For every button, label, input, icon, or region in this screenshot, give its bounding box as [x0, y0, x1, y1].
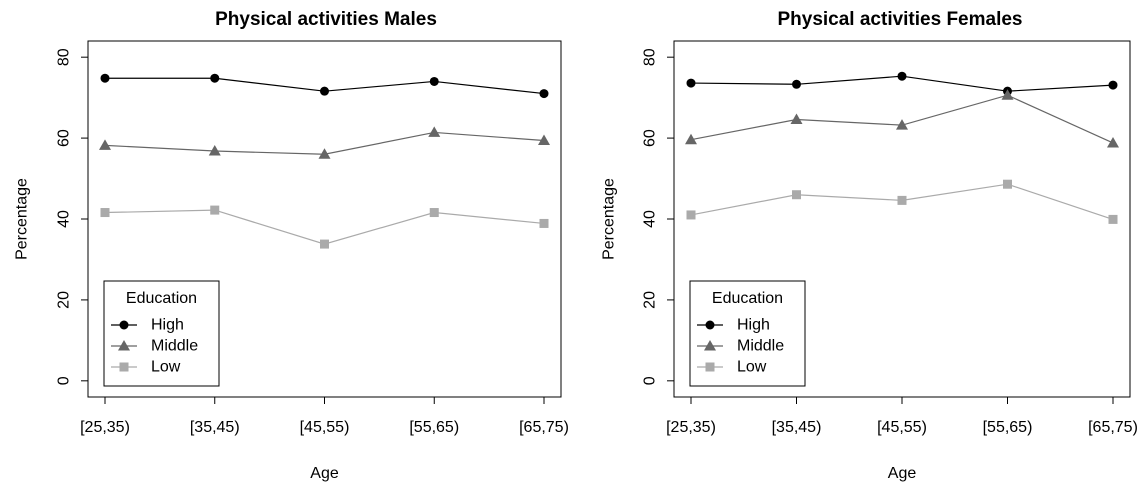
x-tick-label: [45,55)	[877, 419, 927, 436]
x-tick-label: [55,65)	[409, 419, 459, 436]
y-tick-label: 40	[56, 210, 73, 228]
legend-item-middle: Middle	[111, 338, 198, 355]
data-point	[99, 139, 111, 150]
data-point	[1001, 89, 1014, 100]
chart-title: Physical activities Males	[215, 9, 437, 30]
data-point	[685, 133, 697, 145]
legend-swatch-marker	[119, 320, 129, 330]
legend-swatch-marker	[705, 362, 715, 372]
y-tick-label: 80	[56, 48, 73, 66]
y-tick-label: 0	[56, 376, 73, 385]
data-point	[896, 119, 908, 130]
x-tick-label: [35,45)	[190, 419, 240, 436]
legend-item-low: Low	[111, 359, 181, 376]
data-point	[792, 190, 801, 200]
legend-item-high: High	[111, 317, 184, 334]
y-tick-label: 20	[642, 291, 659, 309]
legend-label: Middle	[151, 338, 198, 355]
y-axis-label: Percentage	[14, 178, 31, 260]
x-tick-label: [25,35)	[80, 419, 130, 436]
legend-label: Middle	[737, 338, 784, 355]
data-point	[429, 208, 439, 218]
series-low	[686, 179, 1118, 224]
data-point	[538, 134, 550, 146]
data-point	[792, 79, 801, 89]
y-tick-label: 60	[56, 129, 73, 147]
data-point	[318, 148, 331, 159]
legend-item-middle: Middle	[697, 338, 784, 355]
data-point	[790, 113, 803, 124]
data-point	[100, 208, 110, 218]
chart-panel-2: Physical activities Females 0 20 40 60 80 Perc…	[601, 9, 1138, 482]
data-point	[428, 126, 441, 137]
data-point	[1107, 136, 1119, 148]
y-tick-label: 0	[642, 376, 659, 385]
legend-title: Education	[712, 290, 783, 307]
legend-swatch-marker	[119, 362, 129, 372]
data-point	[1003, 179, 1012, 189]
chart-panel-1: Physical activities Males 0 20 40 60 80 Percen…	[14, 9, 569, 482]
data-point	[897, 195, 907, 205]
data-point	[1108, 80, 1118, 90]
y-tick-label: 20	[56, 291, 73, 309]
y-tick-label: 60	[642, 129, 659, 147]
x-tick-label: [25,35)	[666, 419, 716, 436]
legend-item-high: High	[697, 317, 770, 334]
x-axis-label: Age	[310, 465, 339, 482]
series-middle	[685, 89, 1119, 148]
y-tick-label: 40	[642, 210, 659, 228]
series-middle	[99, 126, 550, 159]
data-point	[1108, 214, 1118, 224]
x-tick-label: [45,55)	[300, 419, 350, 436]
legend-swatch-marker	[705, 320, 715, 330]
series-high	[686, 71, 1118, 96]
legend: Education High Middle Low	[689, 280, 806, 387]
legend-label: High	[151, 317, 184, 334]
series-line	[690, 94, 1114, 144]
data-point	[539, 218, 549, 228]
x-tick-label: [35,45)	[772, 419, 822, 436]
data-point	[210, 205, 220, 215]
legend-item-low: Low	[697, 359, 767, 376]
data-point	[897, 71, 907, 81]
chart-title: Physical activities Females	[777, 9, 1022, 30]
x-tick-label: [65,75)	[519, 419, 569, 436]
legend-label: High	[737, 317, 770, 334]
x-axis: [25,35) [35,45) [45,55) [55,65) [65,75) Age	[666, 397, 1138, 482]
y-tick-label: 80	[642, 48, 659, 66]
data-point	[100, 73, 110, 83]
y-axis-label: Percentage	[601, 178, 618, 260]
x-axis: [25,35) [35,45) [45,55) [55,65) [65,75) Age	[80, 397, 569, 482]
legend-swatch-marker	[118, 340, 130, 351]
series-low	[100, 205, 549, 249]
data-point	[210, 73, 220, 83]
data-point	[320, 239, 329, 249]
data-point	[320, 86, 329, 96]
legend-label: Low	[737, 359, 767, 376]
x-tick-label: [55,65)	[983, 419, 1033, 436]
data-point	[686, 78, 696, 88]
legend-swatch-marker	[704, 340, 716, 351]
x-tick-label: [65,75)	[1088, 419, 1138, 436]
y-axis: 0 20 40 60 80 Percentage	[601, 48, 674, 385]
legend: Education High Middle Low	[103, 280, 220, 387]
data-point	[429, 76, 439, 86]
data-point	[208, 145, 221, 156]
y-axis: 0 20 40 60 80 Percentage	[14, 48, 88, 385]
legend-title: Education	[126, 290, 197, 307]
series-high	[100, 73, 549, 99]
data-point	[539, 89, 549, 99]
x-axis-label: Age	[888, 465, 917, 482]
series-line	[104, 209, 545, 245]
legend-label: Low	[151, 359, 181, 376]
data-point	[686, 210, 696, 220]
